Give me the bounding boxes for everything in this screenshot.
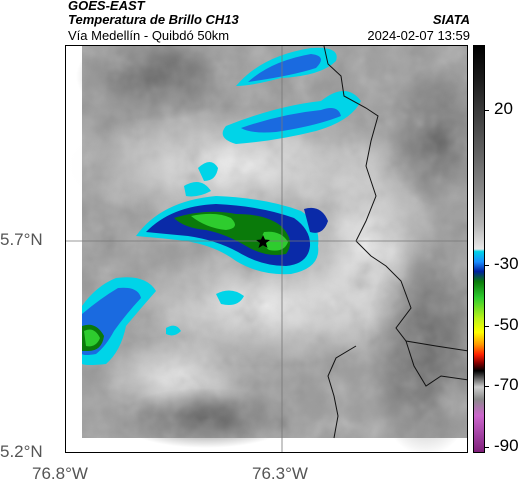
river-line bbox=[327, 345, 357, 439]
timestamp-label: 2024-02-07 13:59 bbox=[367, 28, 470, 43]
lat-label-1: 5.7°N bbox=[0, 230, 43, 249]
colorbar-tick bbox=[484, 326, 489, 327]
lon-label-2: 76.3°W bbox=[252, 464, 308, 483]
colorbar-tick bbox=[484, 447, 489, 448]
map-subtitle: Vía Medellín - Quibdó 50km bbox=[68, 28, 230, 43]
cold-cloud-tops bbox=[82, 47, 361, 365]
star-marker[interactable] bbox=[256, 235, 270, 248]
temperature-colorbar bbox=[473, 45, 485, 453]
satellite-name: GOES-EAST bbox=[68, 0, 145, 13]
colorbar-label: -70 bbox=[494, 375, 519, 394]
map-title: Temperatura de Brillo CH13 bbox=[68, 12, 239, 27]
colorbar-label: -90 bbox=[494, 436, 519, 455]
border-line bbox=[323, 46, 467, 352]
map-panel[interactable] bbox=[65, 45, 468, 453]
lon-label-1: 76.8°W bbox=[32, 464, 88, 483]
colorbar-label: -30 bbox=[494, 254, 519, 273]
border-line-east bbox=[405, 340, 467, 387]
colorbar-label: -50 bbox=[494, 315, 519, 334]
colorbar-tick bbox=[484, 265, 489, 266]
imagery-area bbox=[66, 46, 467, 452]
organization-label: SIATA bbox=[432, 12, 470, 27]
brightness-temperature-map bbox=[66, 46, 467, 452]
lat-label-2: 5.2°N bbox=[0, 442, 43, 461]
colorbar-tick bbox=[484, 386, 489, 387]
colorbar-label: 20 bbox=[494, 99, 513, 118]
colorbar-tick bbox=[484, 110, 489, 111]
